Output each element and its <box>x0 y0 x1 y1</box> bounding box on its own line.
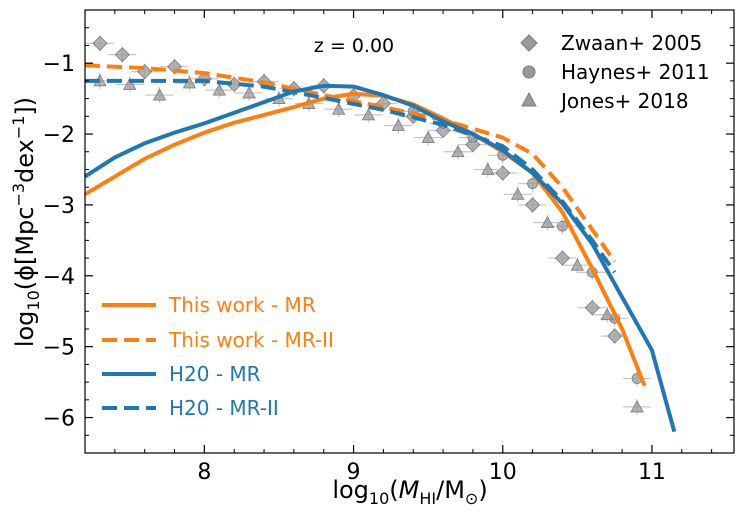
x-tick-label: 10 <box>489 460 517 485</box>
legend-item-haynes: Haynes+ 2011 <box>522 60 710 84</box>
triangle-marker <box>451 144 465 158</box>
diamond-marker <box>375 95 391 112</box>
legend-label-zwaan: Zwaan+ 2005 <box>561 31 702 55</box>
model-legend: This work - MR This work - MR-II H20 - M… <box>102 293 334 420</box>
diamond-marker <box>554 250 570 266</box>
observation-point <box>384 117 413 134</box>
diamond-marker-icon <box>520 34 538 52</box>
triangle-marker-icon <box>521 91 537 107</box>
legend-item-jones: Jones+ 2018 <box>521 89 689 113</box>
triangle-marker <box>570 258 585 271</box>
observation-point <box>324 101 353 118</box>
legend-label-haynes: Haynes+ 2011 <box>561 60 710 84</box>
triangle-marker <box>600 307 614 321</box>
triangle-marker <box>123 77 137 90</box>
axes-frame <box>84 9 735 454</box>
y-tick-label: −3 <box>43 194 75 219</box>
observation-point <box>354 106 383 123</box>
triangle-marker <box>540 215 555 229</box>
y-tick-label: −2 <box>43 123 75 148</box>
y-axis-label: log10(ϕ[Mpc−3dex−1]) <box>9 97 43 347</box>
observation-legend: Zwaan+ 2005 Haynes+ 2011 Jones+ 2018 <box>520 31 710 113</box>
observation-point <box>503 186 532 203</box>
y-tick-label: −5 <box>43 336 75 361</box>
legend-item-h20-mr-ii: H20 - MR-II <box>102 396 279 420</box>
observation-point <box>414 129 443 146</box>
observation-point <box>623 398 652 415</box>
legend-label-this-work-mr-ii: This work - MR-II <box>168 328 334 352</box>
observation-point <box>473 161 502 178</box>
y-tick-label: −4 <box>43 265 75 290</box>
observation-point <box>145 87 174 104</box>
observation-point <box>85 35 114 52</box>
circle-marker <box>557 220 568 232</box>
legend-label-jones: Jones+ 2018 <box>559 89 689 113</box>
x-tick-label: 8 <box>197 460 211 485</box>
circle-marker-icon <box>522 65 536 79</box>
legend-item-zwaan: Zwaan+ 2005 <box>520 31 702 55</box>
legend-label-h20-mr: H20 - MR <box>169 362 261 386</box>
y-tick-label: −6 <box>43 407 75 432</box>
observation-point <box>563 257 592 274</box>
triangle-marker <box>481 162 495 175</box>
observation-point <box>518 175 547 192</box>
observation-point <box>235 84 264 101</box>
observation-point <box>115 76 144 93</box>
y-tick-label: −1 <box>43 52 75 77</box>
diamond-marker <box>114 47 130 63</box>
legend-label-h20-mr-ii: H20 - MR-II <box>169 396 279 420</box>
observation-point <box>108 46 137 63</box>
diamond-marker <box>495 165 511 181</box>
observation-point <box>548 250 577 267</box>
x-tick-label: 11 <box>638 460 666 485</box>
x-axis-label: log10(MHI/M⊙) <box>332 476 487 508</box>
triangle-marker <box>152 88 167 101</box>
triangle-marker <box>421 130 435 143</box>
diamond-marker <box>607 328 623 344</box>
series-line-h20-mr-ii <box>85 78 617 274</box>
legend-item-h20-mr: H20 - MR <box>102 362 261 386</box>
observation-point <box>443 143 472 160</box>
triangle-marker <box>331 102 346 115</box>
redshift-annotation: z = 0.00 <box>314 35 394 57</box>
x-tick-label: 9 <box>347 460 361 485</box>
legend-label-this-work-mr: This work - MR <box>168 293 316 317</box>
series-line-this-work-mr-ii <box>84 63 617 263</box>
observation-point <box>488 165 517 182</box>
diamond-marker <box>525 197 541 213</box>
ticks-layer: 8 9 10 11 −6 −5 −4 −3 −2 −1 <box>43 9 734 485</box>
observation-point <box>518 196 547 213</box>
legend-item-this-work-mr-ii: This work - MR-II <box>102 328 334 352</box>
triangle-marker <box>510 187 525 200</box>
observation-point <box>533 214 562 231</box>
diamond-marker <box>92 35 108 51</box>
series-line-this-work-mr <box>83 91 647 387</box>
observation-point <box>578 299 607 316</box>
triangle-marker <box>212 83 226 96</box>
triangle-marker <box>391 118 405 131</box>
triangle-marker <box>630 400 644 413</box>
observation-point <box>205 82 234 99</box>
triangle-marker <box>361 108 376 121</box>
series-layer <box>83 63 677 433</box>
observation-point <box>623 370 652 387</box>
triangle-marker <box>242 86 256 99</box>
diamond-marker <box>584 300 600 316</box>
legend-item-this-work-mr: This work - MR <box>102 293 316 317</box>
circle-marker <box>527 178 538 190</box>
